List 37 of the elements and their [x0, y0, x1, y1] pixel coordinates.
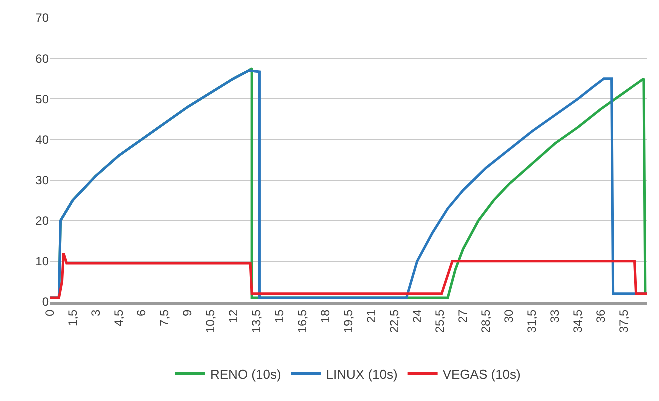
- x-tick-label: 10,5: [204, 309, 218, 334]
- x-tick-label: 25,5: [433, 309, 448, 334]
- y-tick-label: 40: [36, 132, 50, 147]
- x-tick-label: 33: [548, 309, 562, 324]
- x-tick-label: 12: [226, 309, 241, 324]
- x-tick-label: 0: [42, 309, 57, 316]
- x-tick-label: 6: [134, 309, 149, 316]
- legend-label: RENO (10s): [210, 366, 282, 382]
- x-tick-label: 24: [410, 309, 424, 324]
- y-tick-label: 20: [36, 214, 50, 228]
- x-tick-label: 28,5: [479, 309, 494, 334]
- x-tick-label: 37,5: [616, 309, 631, 334]
- x-tick-label: 18: [318, 309, 332, 324]
- x-tick-label: 7,5: [158, 309, 172, 326]
- y-tick-label: 60: [36, 52, 50, 66]
- x-tick-label: 36: [594, 309, 608, 324]
- legend-label: VEGAS (10s): [442, 366, 521, 382]
- x-tick-label: 9: [180, 309, 195, 316]
- x-tick-label: 34,5: [571, 309, 586, 334]
- x-tick-label: 19,5: [341, 309, 356, 334]
- x-tick-label: 15: [272, 309, 287, 324]
- x-tick-label: 31,5: [525, 309, 540, 334]
- y-tick-label: 30: [36, 173, 50, 188]
- x-tick-label: 30: [502, 309, 516, 324]
- x-tick-label: 13,5: [250, 309, 264, 334]
- y-tick-label: 70: [36, 11, 50, 26]
- y-tick-label: 50: [36, 92, 50, 106]
- x-tick-label: 16,5: [295, 309, 310, 334]
- x-tick-label: 21: [364, 309, 378, 324]
- line-series: [50, 252, 647, 300]
- x-tick-label: 27: [456, 309, 470, 324]
- x-tick-label: 22,5: [387, 309, 402, 334]
- legend-label: LINUX (10s): [326, 366, 398, 382]
- x-tick-label: 3: [88, 309, 103, 316]
- x-tick-label: 1,5: [66, 309, 80, 326]
- x-tick-label: 4,5: [112, 309, 126, 326]
- y-tick-label: 10: [36, 254, 50, 269]
